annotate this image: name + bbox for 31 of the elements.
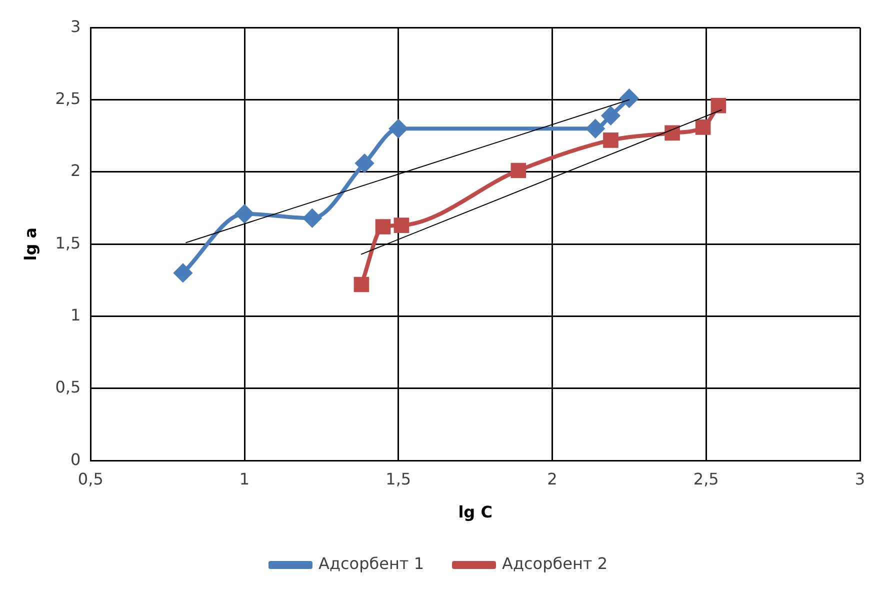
point xyxy=(710,98,726,114)
point xyxy=(394,218,410,233)
y-tick-label: 2,5 xyxy=(55,88,81,108)
point xyxy=(389,120,408,138)
point xyxy=(695,120,711,135)
point xyxy=(620,89,638,108)
point xyxy=(356,154,374,172)
x-tick-label: 2 xyxy=(547,469,558,488)
point xyxy=(602,106,620,125)
point xyxy=(303,209,322,228)
point xyxy=(603,132,618,148)
x-tick-label: 2,5 xyxy=(693,469,719,488)
y-tick-label: 0,5 xyxy=(55,378,81,397)
y-tick-label: 0 xyxy=(70,450,81,469)
point xyxy=(510,162,526,178)
x-tick-label: 3 xyxy=(854,469,866,488)
x-tick-label: 1 xyxy=(239,469,250,488)
x-axis-title: lg C xyxy=(458,502,492,522)
y-axis-title: lg a xyxy=(20,227,40,261)
legend-label: Адсорбент 2 xyxy=(502,554,608,574)
point xyxy=(375,219,391,234)
y-tick-label: 1,5 xyxy=(55,233,81,252)
x-tick-label: 1,5 xyxy=(386,469,412,488)
y-tick-label: 2 xyxy=(70,161,81,180)
legend-label: Адсорбент 1 xyxy=(318,554,424,574)
point xyxy=(586,120,604,138)
y-tick-label: 3 xyxy=(70,16,81,36)
y-tick-label: 1 xyxy=(70,305,81,324)
point xyxy=(174,264,192,282)
point xyxy=(354,276,370,292)
point xyxy=(236,204,254,223)
